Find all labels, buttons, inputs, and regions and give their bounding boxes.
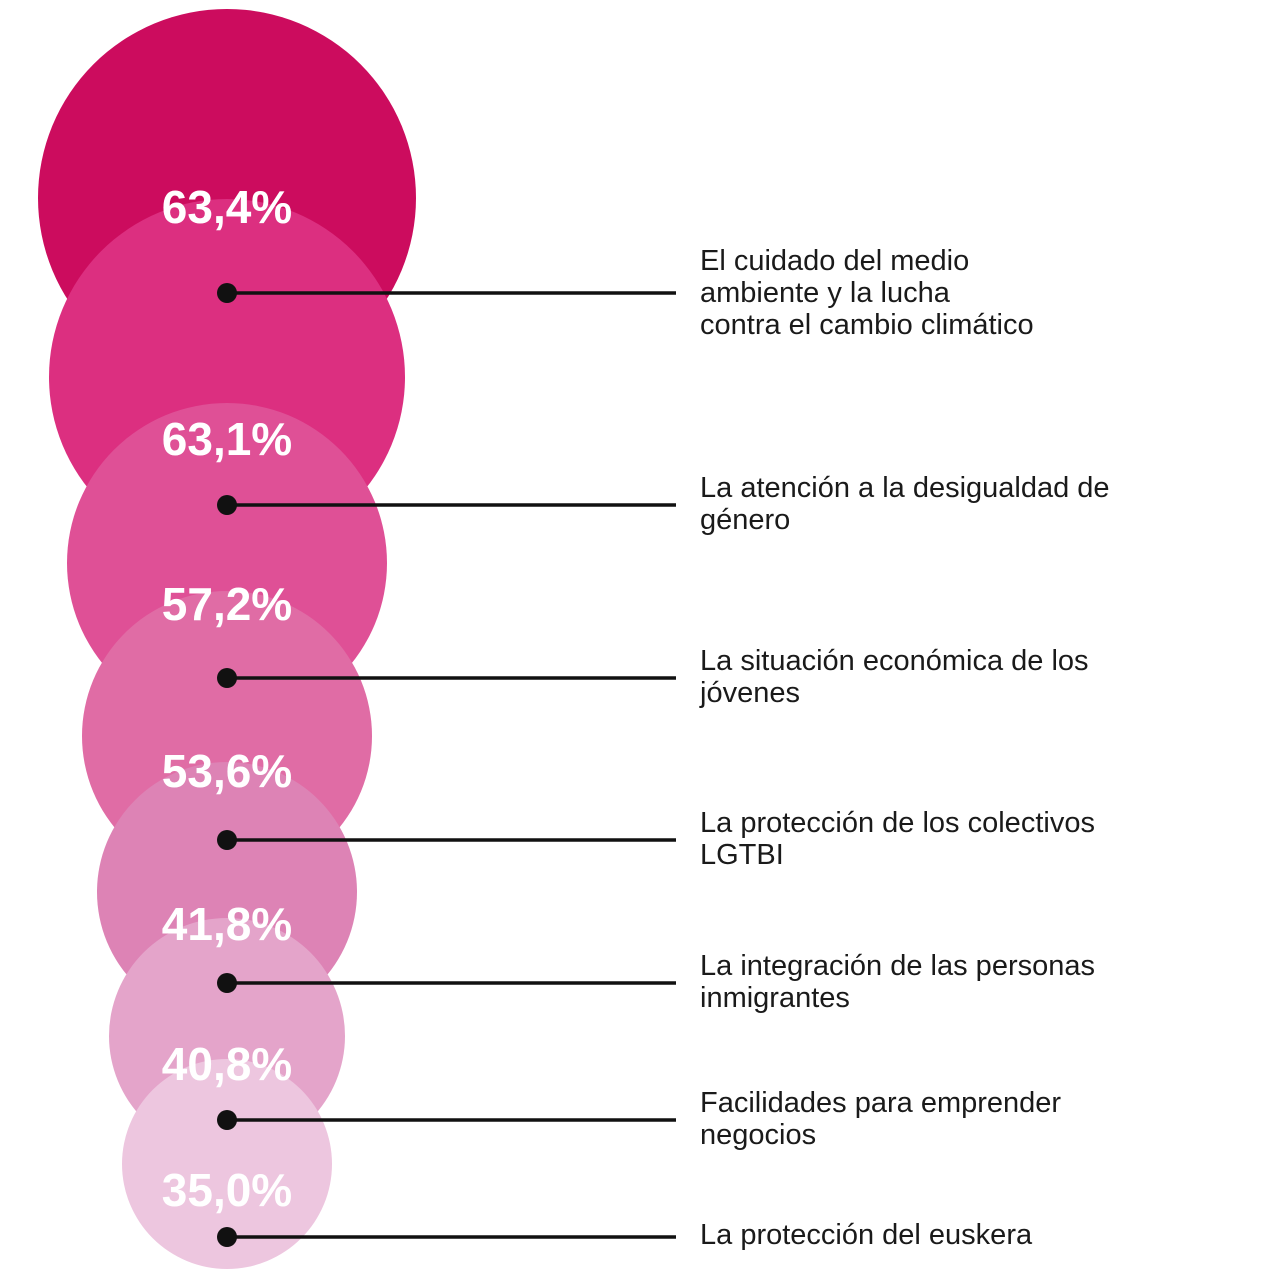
category-label-line: inmigrantes [700, 982, 850, 1014]
category-label-4: La protección de los colectivos LGTBI [700, 807, 1095, 871]
category-label-line: jóvenes [699, 677, 800, 709]
bubbles-layer [38, 9, 416, 1269]
category-label-3: La situación económica de los jóvenes [699, 645, 1089, 709]
value-label-2: 63,1% [162, 413, 292, 465]
leader-dot-7 [217, 1227, 237, 1247]
category-label-6: Facilidades para emprender negocios [700, 1087, 1061, 1151]
category-label-line: LGTBI [700, 839, 784, 871]
leader-dot-6 [217, 1110, 237, 1130]
category-label-line: La protección del euskera [700, 1219, 1033, 1251]
category-label-line: contra el cambio climático [700, 309, 1034, 341]
leader-dot-5 [217, 973, 237, 993]
value-labels-layer: 63,4% 63,1% 57,2% 53,6% 41,8% 40,8% 35,0% [162, 181, 292, 1216]
category-label-line: género [700, 504, 790, 536]
value-label-1: 63,4% [162, 181, 292, 233]
category-label-5: La integración de las personas inmigrante… [700, 950, 1095, 1014]
leader-dot-2 [217, 495, 237, 515]
category-label-line: ambiente y la lucha [700, 277, 951, 309]
category-label-line: Facilidades para emprender [700, 1087, 1061, 1119]
category-label-1: El cuidado del medio ambiente y la lucha c… [700, 245, 1034, 341]
value-label-3: 57,2% [162, 578, 292, 630]
bubble-7 [122, 1059, 332, 1269]
value-label-5: 41,8% [162, 898, 292, 950]
value-label-6: 40,8% [162, 1038, 292, 1090]
leader-dot-4 [217, 830, 237, 850]
leader-lines-layer [217, 283, 676, 1247]
leader-dot-3 [217, 668, 237, 688]
category-label-line: negocios [700, 1119, 816, 1151]
category-label-line: El cuidado del medio [700, 245, 969, 277]
category-label-7: La protección del euskera [700, 1219, 1033, 1251]
category-label-line: La situación económica de los [700, 645, 1089, 677]
category-label-2: La atención a la desigualdad de género [700, 472, 1110, 536]
value-label-4: 53,6% [162, 745, 292, 797]
value-label-7: 35,0% [162, 1164, 292, 1216]
category-label-line: La integración de las personas [700, 950, 1095, 982]
category-labels-layer: El cuidado del medio ambiente y la lucha c… [699, 245, 1110, 1251]
category-label-line: La atención a la desigualdad de [700, 472, 1110, 504]
category-label-line: La protección de los colectivos [700, 807, 1095, 839]
leader-dot-1 [217, 283, 237, 303]
